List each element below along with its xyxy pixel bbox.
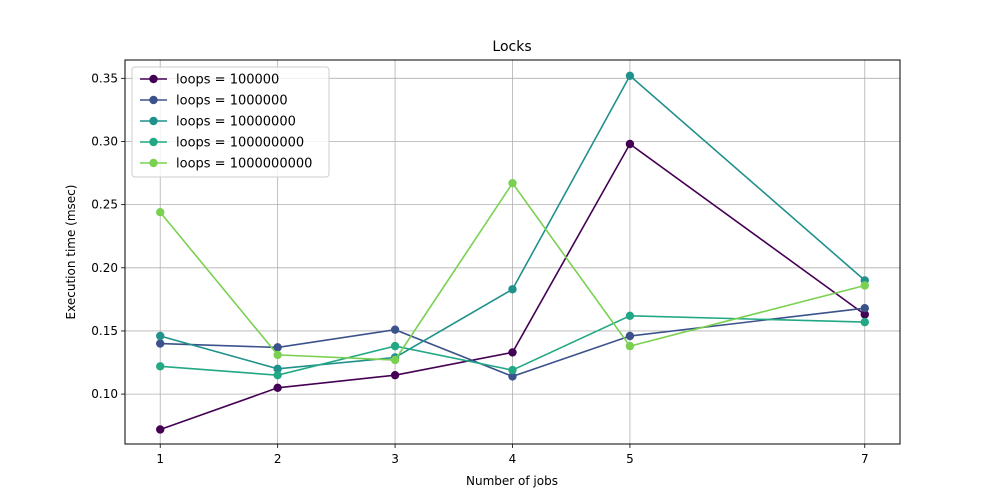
series-line (159, 74, 866, 370)
y-tick-label: 0.30 (91, 134, 118, 148)
series-2 (156, 304, 869, 381)
legend-label: loops = 1000000000 (176, 157, 312, 172)
x-tick-label: 4 (509, 452, 517, 466)
data-point (390, 355, 400, 365)
series-line (160, 314, 865, 377)
y-axis-label: Execution time (msec) (64, 185, 78, 320)
data-point (860, 281, 869, 290)
data-point (860, 310, 869, 319)
y-tick-label: 0.35 (91, 71, 118, 85)
data-point (860, 304, 869, 313)
series-4 (156, 311, 869, 380)
data-point (390, 325, 400, 334)
data-point (273, 343, 282, 352)
legend-item: loops = 10000000 (140, 115, 296, 130)
data-point (273, 370, 282, 380)
data-point (156, 425, 165, 434)
y-tick-label: 0.15 (91, 324, 118, 338)
data-point (273, 364, 282, 374)
series-layer (156, 71, 869, 434)
x-axis-ticks: 1 2 3 4 5 7 (156, 444, 869, 466)
data-point (508, 285, 517, 294)
legend-marker (149, 74, 158, 84)
legend-marker (149, 116, 158, 126)
series-1 (156, 139, 869, 434)
x-tick-label: 5 (626, 452, 634, 466)
data-point (625, 331, 635, 341)
x-tick-label: 7 (861, 452, 869, 466)
series-line (159, 142, 866, 431)
legend-label: loops = 100000000 (176, 136, 304, 151)
legend-marker (149, 95, 158, 105)
data-point (156, 339, 165, 348)
data-point (625, 311, 635, 320)
data-point (156, 331, 165, 341)
series-line (160, 307, 865, 378)
x-tick-label: 2 (274, 452, 282, 466)
data-point (508, 348, 517, 357)
data-point (156, 362, 165, 371)
y-axis-ticks: 0.10 0.15 0.20 0.25 0.30 0.35 (91, 71, 125, 401)
legend-item: loops = 1000000 (140, 94, 288, 109)
series-line (159, 181, 865, 361)
x-axis-label: Number of jobs (466, 474, 558, 488)
legend-label: loops = 10000000 (176, 115, 296, 130)
x-tick-label: 1 (156, 452, 164, 466)
y-tick-label: 0.25 (91, 198, 118, 212)
legend-marker (149, 137, 158, 147)
data-point (390, 370, 400, 380)
data-point (390, 341, 400, 351)
data-point (508, 372, 517, 381)
data-point (625, 71, 635, 80)
y-tick-label: 0.10 (91, 387, 118, 401)
legend-item: loops = 1000000000 (140, 157, 312, 172)
legend-box (131, 66, 330, 178)
data-point (508, 365, 517, 375)
data-point (625, 139, 635, 149)
data-point (156, 208, 165, 217)
data-point (625, 341, 635, 351)
series-5 (156, 178, 869, 365)
legend-item: loops = 100000 (140, 73, 279, 88)
chart-title: Locks (492, 39, 531, 55)
data-point (860, 317, 869, 327)
y-tick-label: 0.20 (91, 261, 118, 275)
legend-item: loops = 100000000 (140, 136, 304, 151)
x-tick-label: 3 (391, 452, 399, 466)
data-point (273, 350, 282, 360)
legend: loops = 100000 loops = 1000000 loops = 100… (131, 66, 330, 178)
legend-label: loops = 1000000 (176, 94, 288, 109)
legend-marker (149, 158, 158, 168)
data-point (273, 383, 282, 392)
legend-label: loops = 100000 (176, 73, 279, 88)
data-point (508, 178, 517, 188)
